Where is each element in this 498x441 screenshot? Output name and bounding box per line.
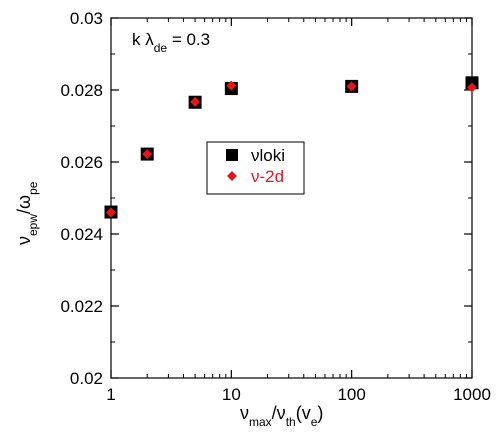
x-tick-label: 10 [222, 385, 241, 404]
legend-label-vloki: νloki [251, 146, 285, 165]
data-points [104, 76, 479, 219]
y-tick-label: 0.026 [60, 153, 103, 172]
data-point-series-2 [190, 96, 201, 107]
data-point-series-2 [142, 149, 153, 160]
data-point-series-2 [346, 81, 357, 92]
y-axis-ticks: 0.02 0.022 0.024 0.026 0.028 0.03 [60, 9, 472, 388]
x-tick-label: 1 [106, 385, 115, 404]
data-point-series-2 [467, 82, 477, 93]
legend: νloki ν-2d [206, 141, 305, 195]
x-axis-label: νmax/νth(ve) [240, 403, 323, 429]
y-tick-label: 0.02 [70, 369, 103, 388]
y-tick-label: 0.03 [70, 9, 103, 28]
y-tick-label: 0.028 [60, 81, 103, 100]
legend-marker-vloki [226, 149, 238, 161]
data-point-series-2 [106, 207, 116, 218]
x-axis-ticks: 1 10 100 1000 [106, 18, 491, 404]
legend-box [206, 141, 305, 195]
x-tick-label: 100 [337, 385, 365, 404]
plot-frame [110, 17, 473, 379]
x-tick-label: 1000 [453, 385, 491, 404]
legend-marker-v2d [227, 171, 237, 181]
y-axis-label: νepw/ωpe [14, 181, 40, 245]
data-point-series-2 [226, 80, 237, 91]
y-tick-label: 0.024 [60, 225, 103, 244]
legend-label-v2d: ν-2d [251, 167, 284, 186]
y-tick-label: 0.022 [60, 297, 103, 316]
annotation: k λde = 0.3 [132, 30, 210, 55]
